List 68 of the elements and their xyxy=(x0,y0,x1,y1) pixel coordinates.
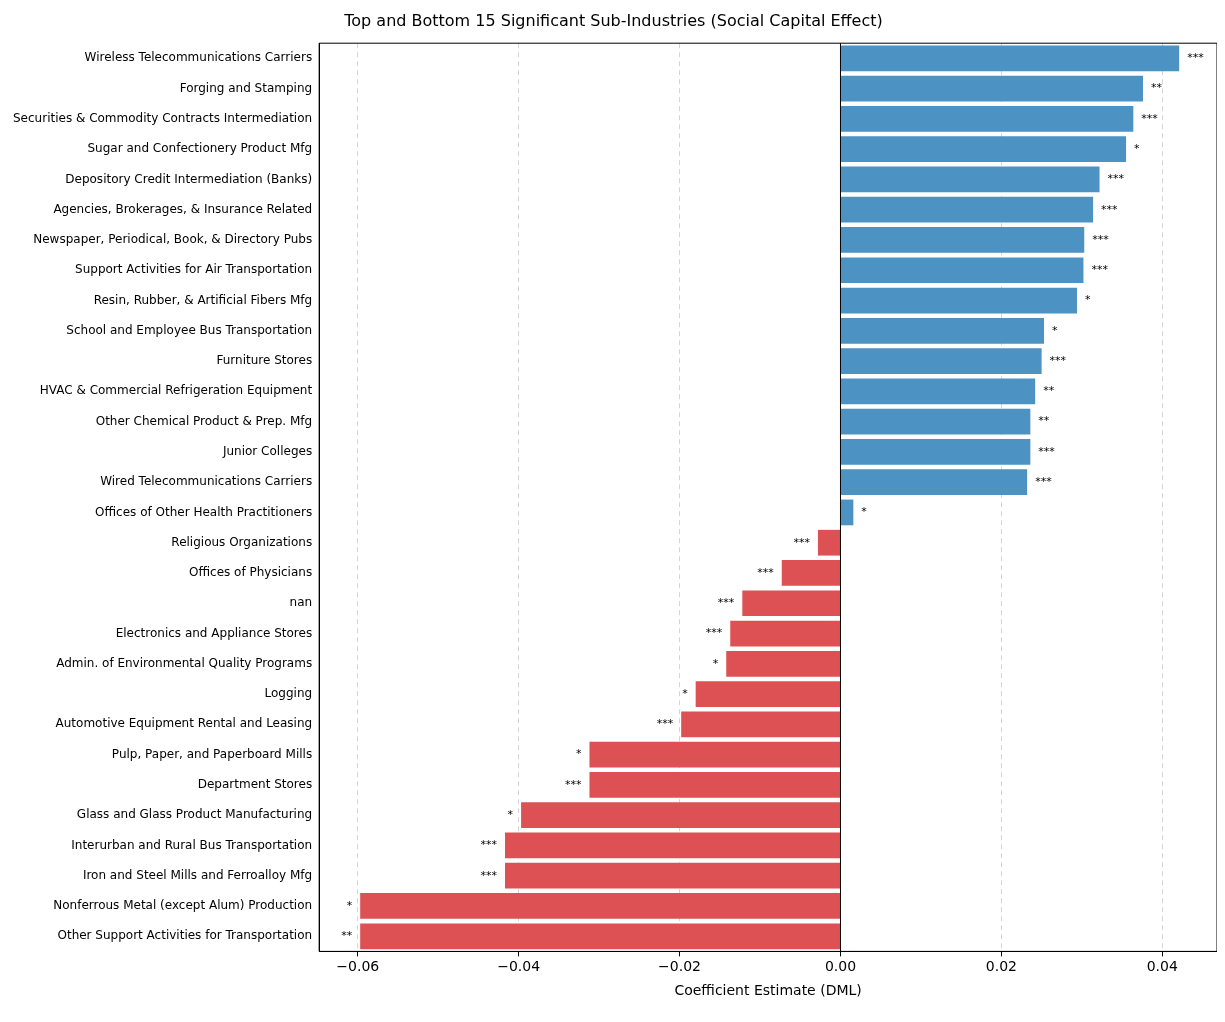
data-label: * xyxy=(712,656,719,670)
y-tick-label: Electronics and Appliance Stores xyxy=(115,625,313,640)
data-label: * xyxy=(1134,142,1141,156)
x-tick-label: 0.04 xyxy=(1146,958,1178,975)
data-label: * xyxy=(1052,323,1059,337)
y-tick-label: Offices of Physicians xyxy=(188,565,313,580)
data-label: * xyxy=(507,808,514,822)
data-label: *** xyxy=(1049,353,1067,367)
y-tick-label: Department Stores xyxy=(197,777,313,792)
data-label: *** xyxy=(1101,202,1119,216)
y-tick-label: Securities & Commodity Contracts Intermediation xyxy=(12,111,313,126)
y-tick-label: Support Activities for Air Transportation xyxy=(75,262,313,277)
y-tick-label: Resin, Rubber, & Artificial Fibers Mfg xyxy=(93,292,313,307)
data-label: * xyxy=(575,747,582,761)
y-tick-label: Furniture Stores xyxy=(216,353,313,368)
y-tick-label: Offices of Other Health Practitioners xyxy=(95,504,313,519)
y-tick-label: Logging xyxy=(264,686,313,701)
data-label: *** xyxy=(1035,475,1053,489)
data-label: *** xyxy=(1038,444,1056,458)
data-label: *** xyxy=(1092,232,1110,246)
data-label: ** xyxy=(341,929,353,943)
data-label: ** xyxy=(1038,414,1050,428)
y-tick-label: Agencies, Brokerages, & Insurance Related xyxy=(53,201,313,216)
x-tick-label: −0.02 xyxy=(658,958,702,975)
y-tick-label: nan xyxy=(289,595,313,610)
y-tick-label: Automotive Equipment Rental and Leasing xyxy=(55,716,313,731)
data-label: *** xyxy=(717,596,735,610)
data-label: * xyxy=(1085,293,1092,307)
data-label: *** xyxy=(480,838,498,852)
y-tick-label: Depository Credit Intermediation (Banks) xyxy=(65,171,313,186)
x-tick-label: 0.02 xyxy=(985,958,1017,975)
data-label: *** xyxy=(705,626,723,640)
y-tick-label: Wired Telecommunications Carriers xyxy=(100,474,313,489)
y-tick-label: HVAC & Commercial Refrigeration Equipment xyxy=(39,383,313,398)
y-tick-label: Forging and Stamping xyxy=(179,80,313,95)
y-tick-label: Junior Colleges xyxy=(221,444,313,459)
y-tick-label: Nonferrous Metal (except Alum) Production xyxy=(53,898,313,913)
data-label: *** xyxy=(1091,263,1109,277)
data-label: * xyxy=(346,898,353,912)
y-tick-label: Interurban and Rural Bus Transportation xyxy=(71,837,313,852)
data-label: *** xyxy=(757,565,775,579)
y-tick-label: Admin. of Environmental Quality Programs xyxy=(56,655,313,670)
y-tick-label: School and Employee Bus Transportation xyxy=(66,322,313,337)
data-label: *** xyxy=(480,868,498,882)
y-tick-label: Pulp, Paper, and Paperboard Mills xyxy=(111,746,313,761)
y-tick-label: Glass and Glass Product Manufacturing xyxy=(76,807,313,822)
data-label: * xyxy=(682,686,689,700)
data-label: ** xyxy=(1150,81,1163,95)
x-tick-label: −0.06 xyxy=(336,958,380,975)
data-label: *** xyxy=(1107,172,1125,186)
y-tick-label: Wireless Telecommunications Carriers xyxy=(84,50,313,65)
data-label: * xyxy=(861,505,868,519)
data-label: *** xyxy=(564,777,582,791)
y-tick-label: Religious Organizations xyxy=(171,534,313,549)
data-label: *** xyxy=(1187,51,1205,65)
data-label: *** xyxy=(793,535,811,549)
y-tick-label: Sugar and Confectionery Product Mfg xyxy=(87,141,313,156)
y-tick-label: Other Chemical Product & Prep. Mfg xyxy=(95,413,313,428)
data-label: *** xyxy=(1141,111,1159,125)
y-tick-label: Iron and Steel Mills and Ferroalloy Mfg xyxy=(82,867,313,882)
data-label: ** xyxy=(1043,384,1055,398)
x-tick-label: −0.04 xyxy=(497,958,541,975)
y-tick-label: Newspaper, Periodical, Book, & Directory Pubs xyxy=(33,232,313,247)
chart-title: Top and Bottom 15 Significant Sub-Industries (Social Capital Effect) xyxy=(343,10,883,30)
data-label: *** xyxy=(656,717,674,731)
x-tick-label: 0.00 xyxy=(824,958,857,975)
x-axis-title: Coefficient Estimate (DML) xyxy=(674,982,862,999)
y-tick-label: Other Support Activities for Transportation xyxy=(57,928,313,943)
